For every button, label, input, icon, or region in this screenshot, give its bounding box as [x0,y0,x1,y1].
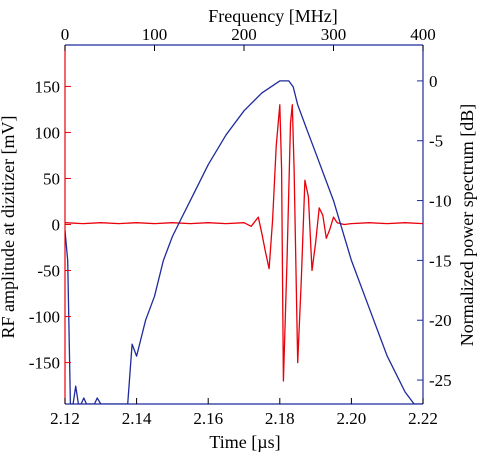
x-bottom-tick-label: 2.22 [408,409,438,428]
x-bottom-tick-label: 2.16 [193,409,223,428]
y-right-tick-label: -25 [429,371,452,390]
y-right-tick-label: -5 [429,132,443,151]
y-left-tick-label: -50 [37,262,60,281]
x-axis-top-title: Frequency [MHz] [208,6,337,26]
x-bottom-tick-label: 2.20 [337,409,367,428]
series-layer [65,80,423,404]
x-top-tick-label: 100 [142,25,168,44]
y-left-tick-label: 100 [35,123,61,142]
y-axis-right-title: Normalized power spectrum [dB] [457,104,477,346]
x-bottom-tick-label: 2.18 [265,409,295,428]
y-left-tick-label: 150 [35,77,61,96]
plot-frame [64,44,424,405]
ticks-layer: 2.12 2.14 2.16 2.18 2.20 2.22 0 100 200 300 400 -15… [29,25,452,428]
y-axis-left-title: RF amplitude at dizitizer [mV] [0,116,18,339]
y-right-tick-label: -10 [429,192,452,211]
x-top-tick-label: 400 [410,25,436,44]
rf-amplitude-series-line [65,104,423,382]
x-bottom-tick-label: 2.12 [50,409,80,428]
y-right-tick-label: -20 [429,311,452,330]
y-right-tick-label: -15 [429,251,452,270]
x-top-tick-label: 0 [61,25,70,44]
y-left-tick-label: 50 [43,169,60,188]
y-left-tick-label: -150 [29,354,60,373]
x-top-tick-label: 300 [321,25,347,44]
y-left-tick-label: -100 [29,308,60,327]
power-spectrum-series-line [65,80,423,404]
x-top-tick-label: 200 [231,25,257,44]
y-right-tick-label: 0 [429,72,438,91]
y-left-tick-label: 0 [52,216,61,235]
x-bottom-tick-label: 2.14 [122,409,152,428]
x-axis-bottom-title: Time [µs] [209,432,280,452]
